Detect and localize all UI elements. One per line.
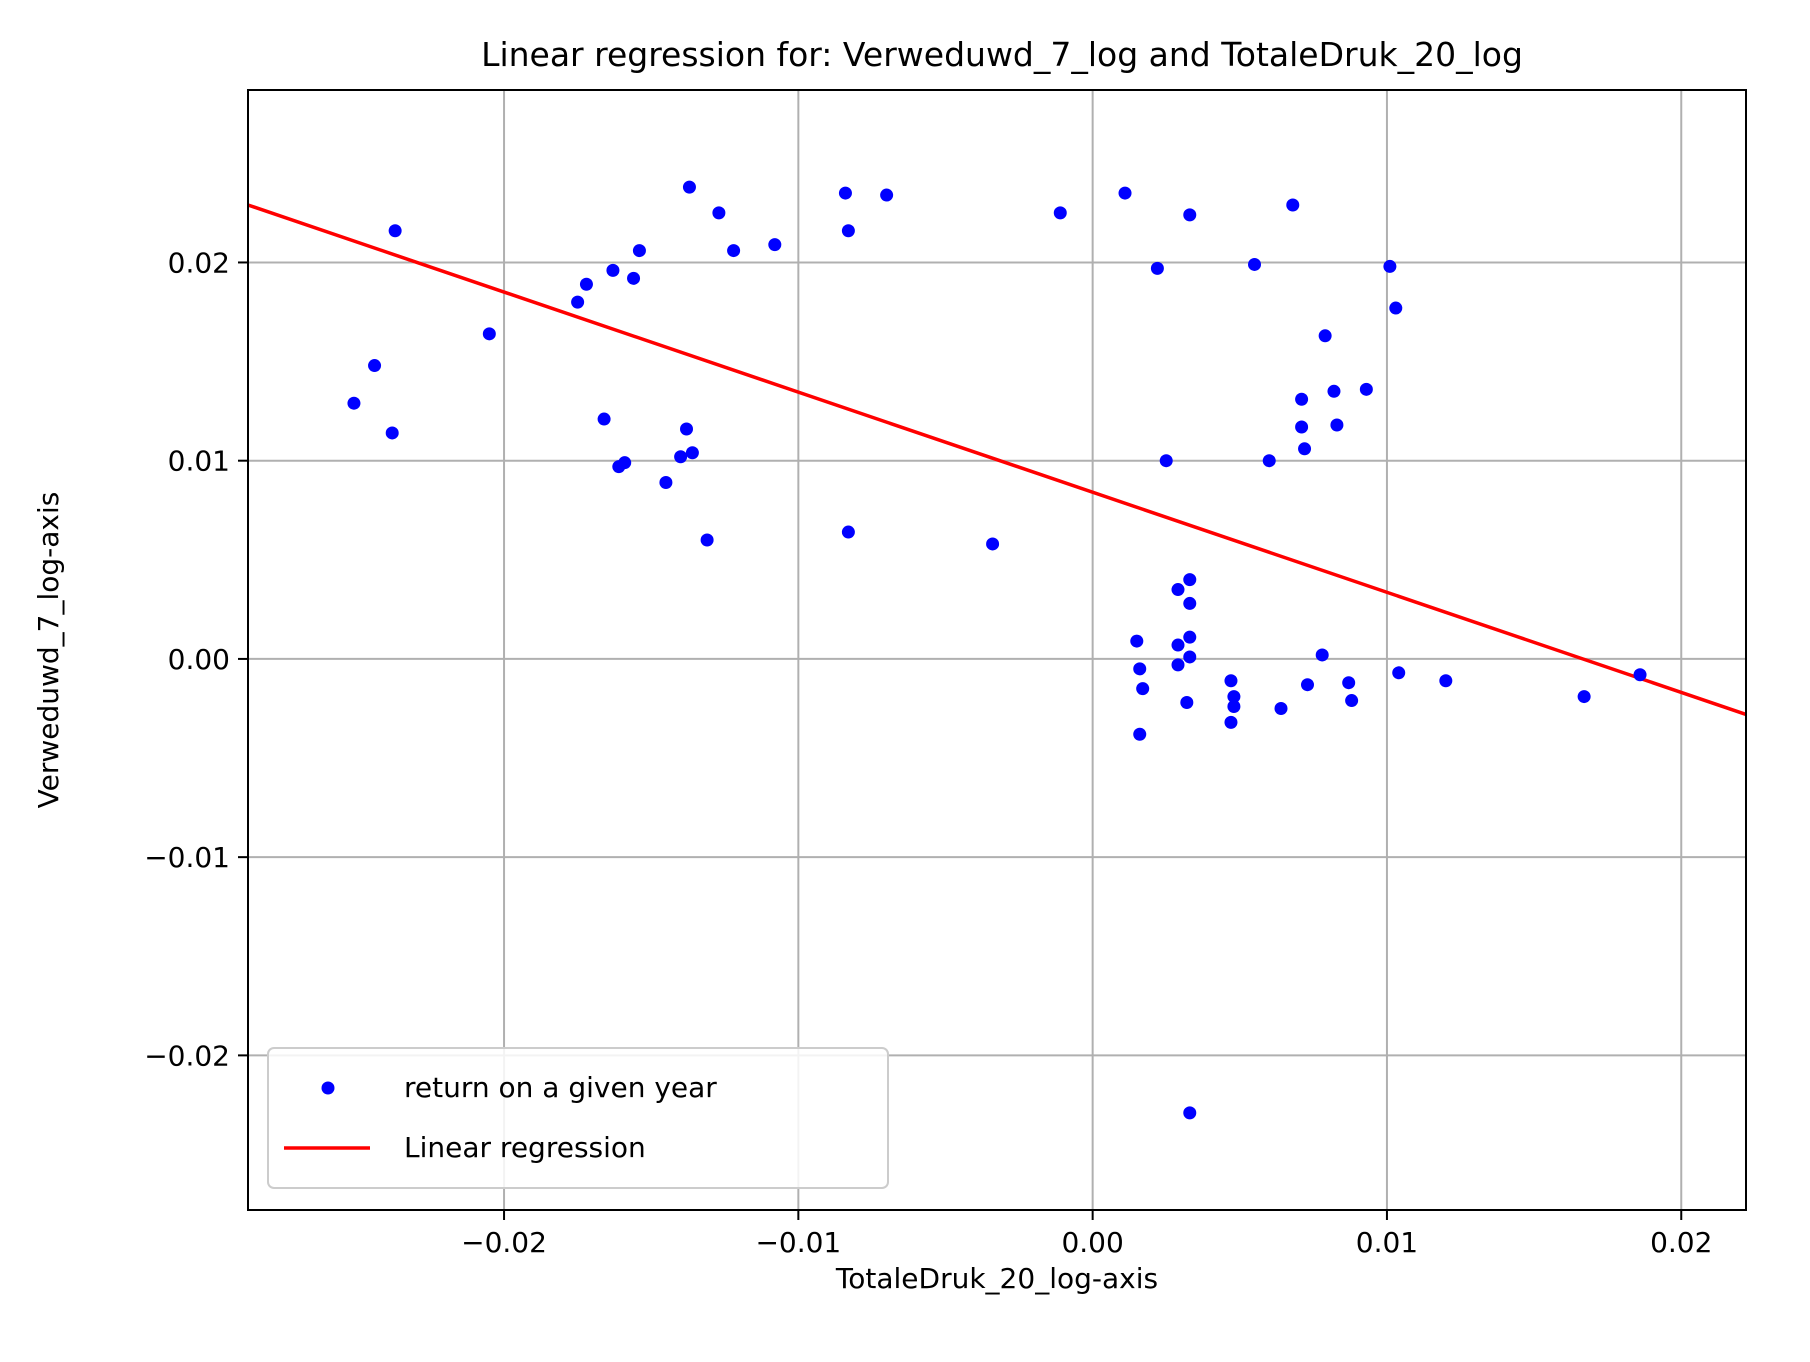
x-tick-label: −0.01 <box>755 1226 841 1259</box>
plot-area-frame <box>247 89 1747 1211</box>
data-point <box>1130 634 1144 648</box>
data-point <box>482 327 496 341</box>
regression-line <box>247 203 1747 717</box>
regression-layer <box>247 203 1747 717</box>
data-point <box>700 533 714 547</box>
data-point <box>388 224 402 238</box>
data-point <box>597 412 611 426</box>
data-point <box>571 295 585 309</box>
data-point <box>838 186 852 200</box>
data-point <box>1274 701 1288 715</box>
data-point <box>618 456 632 470</box>
data-point <box>682 180 696 194</box>
data-point <box>1318 329 1332 343</box>
data-point <box>1150 261 1164 275</box>
data-point <box>680 422 694 436</box>
data-point <box>1183 208 1197 222</box>
data-point <box>1118 186 1132 200</box>
data-point <box>674 450 688 464</box>
data-point <box>880 188 894 202</box>
data-point <box>1248 257 1262 271</box>
data-point <box>1330 418 1344 432</box>
grid <box>248 90 1746 1210</box>
x-tick-label: 0.00 <box>1061 1226 1123 1259</box>
data-point <box>1180 696 1194 710</box>
y-tick-label: −0.02 <box>144 1039 230 1072</box>
data-point <box>368 359 382 373</box>
chart-title: Linear regression for: Verweduwd_7_log a… <box>481 35 1523 74</box>
data-point <box>712 206 726 220</box>
data-point <box>1183 596 1197 610</box>
x-tick-label: 0.01 <box>1356 1226 1418 1259</box>
data-point <box>1300 678 1314 692</box>
y-axis-label: Verweduwd_7_log-axis <box>32 492 65 809</box>
data-point <box>1171 583 1185 597</box>
data-point <box>347 396 361 410</box>
data-point <box>841 224 855 238</box>
y-tick-label: −0.01 <box>144 841 230 874</box>
data-point <box>1359 382 1373 396</box>
data-point <box>1171 638 1185 652</box>
data-point <box>1183 1106 1197 1120</box>
data-point <box>727 244 741 258</box>
legend-label-line: Linear regression <box>404 1131 646 1164</box>
data-point <box>579 277 593 291</box>
legend: return on a given year Linear regression <box>267 1047 889 1189</box>
data-point <box>1327 384 1341 398</box>
x-tick-label: −0.02 <box>461 1226 547 1259</box>
data-point <box>659 475 673 489</box>
data-point <box>1633 668 1647 682</box>
data-point <box>1227 699 1241 713</box>
data-point <box>1136 682 1150 696</box>
y-tick-label: 0.01 <box>168 445 230 478</box>
x-axis-label: TotaleDruk_20_log-axis <box>835 1262 1158 1295</box>
data-point <box>1053 206 1067 220</box>
data-point <box>1389 301 1403 315</box>
data-point <box>1227 690 1241 704</box>
axis-ticks: −0.02 −0.01 0.00 0.01 0.02 −0.02 −0.01 0.00 0.01… <box>144 246 1712 1259</box>
data-point <box>1183 630 1197 644</box>
data-point <box>841 525 855 539</box>
data-point <box>1286 198 1300 212</box>
data-point <box>1183 573 1197 587</box>
data-point <box>1577 690 1591 704</box>
data-point <box>1342 676 1356 690</box>
data-point <box>1224 715 1238 729</box>
data-point <box>768 238 782 252</box>
data-point <box>1159 454 1173 468</box>
data-point <box>1262 454 1276 468</box>
y-tick-label: 0.00 <box>168 643 230 676</box>
data-point <box>606 263 620 277</box>
scatter-points <box>347 180 1647 1120</box>
data-point <box>1295 420 1309 434</box>
data-point <box>1345 694 1359 708</box>
data-point <box>1224 674 1238 688</box>
data-point <box>1295 392 1309 406</box>
data-point <box>1171 658 1185 672</box>
data-point <box>385 426 399 440</box>
data-point <box>1392 666 1406 680</box>
data-point <box>685 446 699 460</box>
data-point <box>1298 442 1312 456</box>
data-point <box>1439 674 1453 688</box>
data-point <box>627 271 641 285</box>
legend-marker-scatter <box>321 1081 335 1095</box>
data-point <box>1315 648 1329 662</box>
legend-box <box>267 1047 889 1189</box>
y-tick-label: 0.02 <box>168 246 230 279</box>
data-point <box>1183 650 1197 664</box>
data-point <box>1383 259 1397 273</box>
data-point <box>986 537 1000 551</box>
data-point <box>1133 727 1147 741</box>
data-point <box>1133 662 1147 676</box>
x-tick-label: 0.02 <box>1650 1226 1712 1259</box>
data-point <box>632 244 646 258</box>
legend-label-scatter: return on a given year <box>404 1071 717 1104</box>
